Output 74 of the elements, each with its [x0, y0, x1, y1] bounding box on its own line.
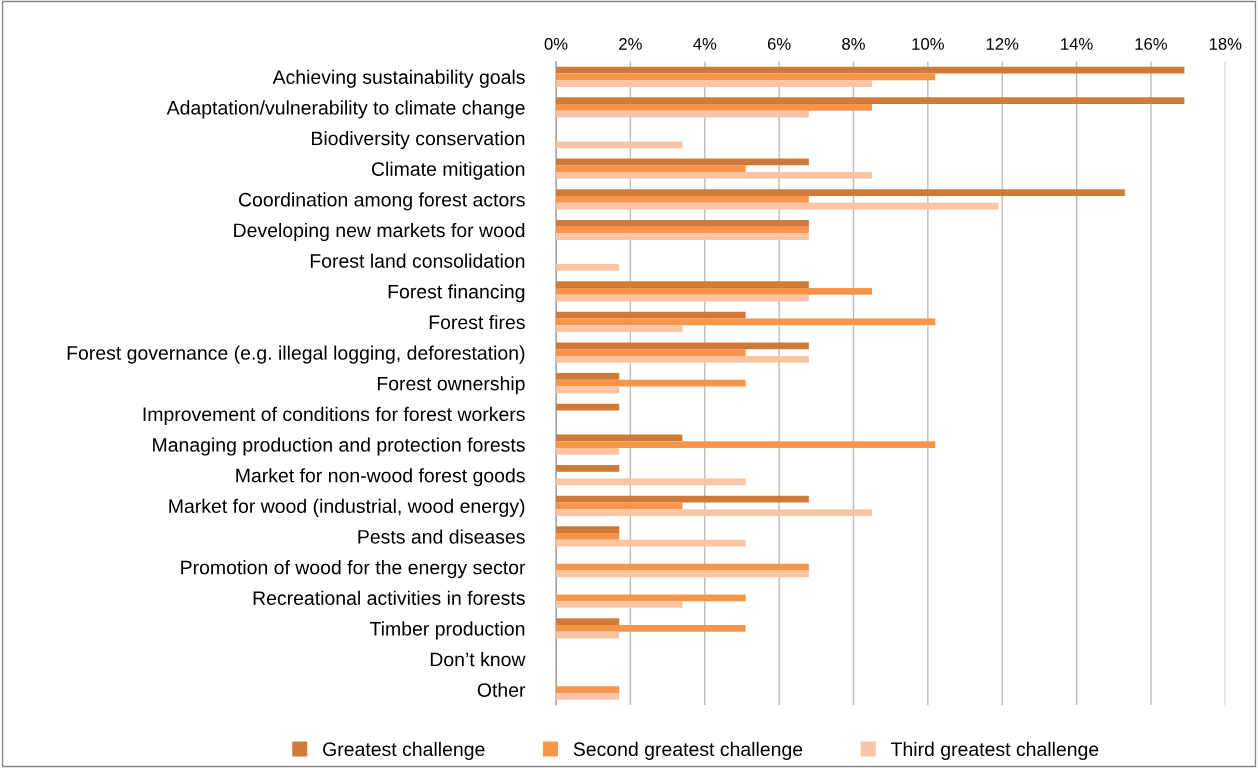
legend-label: Greatest challenge — [323, 741, 485, 760]
y-tick-label: Adaptation/vulnerability to climate change — [166, 100, 525, 119]
y-tick-label: Coordination among forest actors — [238, 192, 525, 211]
y-tick-label: Forest financing — [388, 284, 525, 303]
bar — [556, 355, 809, 363]
bar — [556, 625, 746, 632]
bar — [556, 373, 620, 380]
y-tick-label: Forest ownership — [377, 376, 525, 395]
legend-label: Third greatest challenge — [891, 741, 1099, 760]
bar — [556, 219, 809, 227]
bar — [556, 189, 1125, 196]
bar — [556, 325, 683, 333]
bar — [556, 172, 873, 179]
bar — [556, 533, 620, 540]
legend-label: Second greatest challenge — [573, 741, 803, 760]
y-tick-label: Forest governance (e.g. illegal logging, deforestation) — [67, 345, 525, 364]
x-tick-label: 10% — [912, 38, 944, 50]
y-tick-label: Timber production — [369, 621, 525, 640]
y-tick-label: Market for wood (industrial, wood energy) — [169, 498, 525, 517]
bar — [556, 195, 809, 203]
y-tick-label: Managing production and protection forests — [153, 437, 525, 456]
bar — [556, 509, 873, 516]
y-tick-label: Developing new markets for wood — [234, 222, 525, 242]
y-tick-label: Other — [477, 682, 526, 697]
bar — [556, 570, 809, 578]
x-tick-label: 4% — [693, 38, 717, 50]
bar — [556, 693, 620, 700]
bar — [556, 434, 683, 442]
y-tick-label: Don’t know — [430, 652, 526, 667]
bar — [556, 104, 873, 111]
bar — [556, 447, 620, 455]
bar — [556, 465, 620, 472]
x-tick-label: 18% — [1209, 38, 1242, 50]
bar — [556, 165, 746, 173]
bar — [556, 97, 1185, 105]
y-tick-label: Climate mitigation — [371, 161, 525, 180]
y-tick-label: Recreational activities in forests — [253, 590, 525, 605]
bar — [556, 594, 746, 602]
bar — [556, 349, 746, 356]
x-tick-label: 2% — [619, 38, 642, 50]
x-tick-label: 12% — [986, 38, 1019, 50]
x-tick-label: 14% — [1061, 38, 1093, 50]
y-tick-label: Promotion of wood for the energy sector — [181, 560, 526, 579]
bar — [556, 539, 746, 547]
y-tick-label: Achieving sustainability goals — [272, 69, 525, 88]
x-tick-label: 16% — [1135, 38, 1168, 50]
bar — [556, 141, 683, 149]
bar — [556, 441, 936, 448]
bar — [556, 502, 683, 510]
bar — [556, 342, 809, 350]
bar — [556, 379, 746, 387]
bar — [556, 601, 683, 608]
bar — [556, 281, 809, 288]
bar — [556, 526, 620, 534]
y-tick-label: Market for non-wood forest goods — [236, 468, 525, 487]
x-tick-label: 8% — [842, 38, 865, 50]
bar — [556, 287, 873, 295]
y-tick-label: Improvement of conditions for forest workers — [143, 406, 525, 425]
bar — [556, 264, 620, 271]
bar — [556, 686, 620, 694]
bar — [556, 618, 620, 626]
y-tick-label: Biodiversity conservation — [312, 131, 525, 150]
y-tick-label: Pests and diseases — [358, 529, 525, 544]
x-tick-label: 6% — [767, 38, 791, 50]
bar — [556, 73, 936, 81]
bar — [556, 631, 620, 639]
x-tick-label: 0% — [544, 38, 568, 50]
bar — [556, 403, 620, 411]
y-tick-label: Forest fires — [429, 314, 525, 330]
y-tick-label: Forest land consolidation — [310, 253, 525, 268]
bar — [556, 110, 809, 118]
bar — [556, 80, 873, 87]
bar — [556, 233, 809, 241]
bar — [556, 311, 746, 319]
